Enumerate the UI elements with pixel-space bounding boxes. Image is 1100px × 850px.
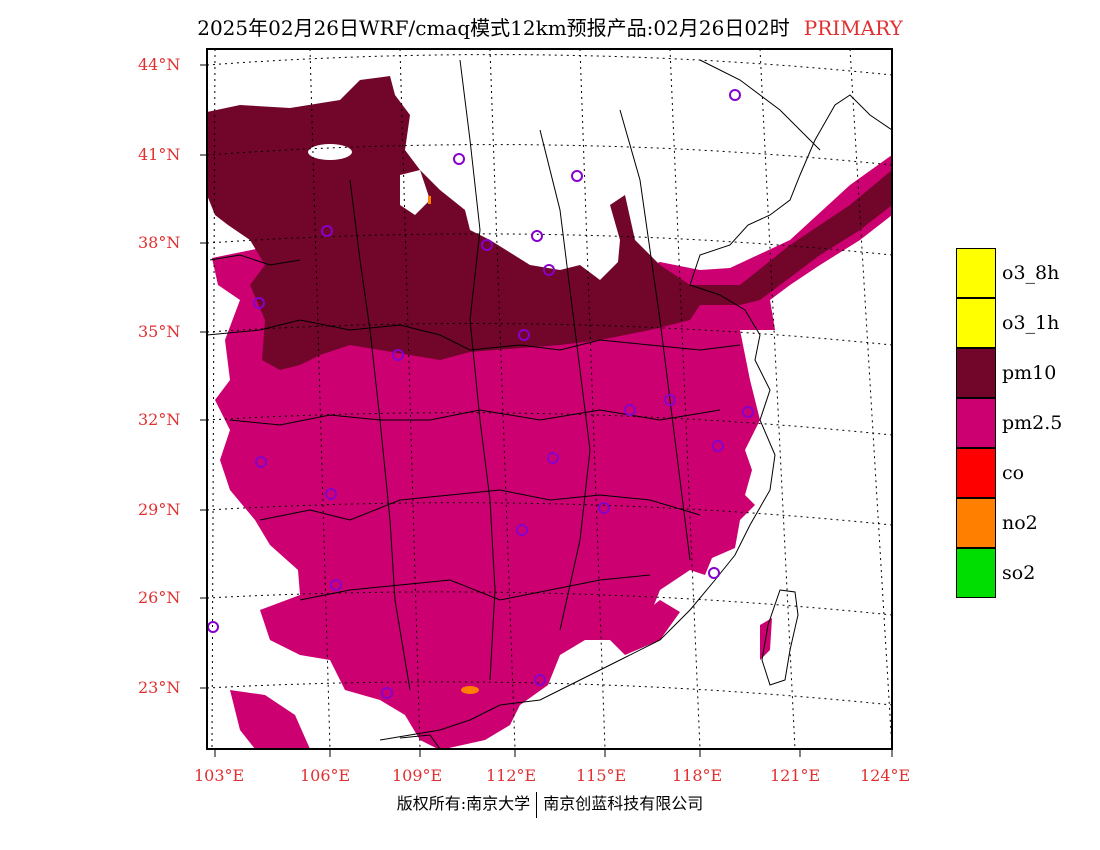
legend-label: no2 [1002,512,1038,534]
legend-swatch [956,448,996,498]
map-title: 2025年02月26日WRF/cmaq模式12km预报产品:02月26日02时 P… [0,12,1100,41]
copyright-footer: 版权所有:南京大学 南京创蓝科技有限公司 [0,790,1100,818]
province-line-1 [207,319,741,351]
province-line-9 [699,59,821,151]
legend-item-no2: no2 [956,498,1038,548]
legend-item-o3-8h: o3_8h [956,248,1059,298]
legend-label: o3_1h [1002,312,1060,334]
pm25-south-patch [230,690,310,749]
tick-marks [200,64,893,757]
legend-item-pm10: pm10 [956,348,1056,398]
legend-label: so2 [1002,562,1036,584]
legend-item-so2: so2 [956,548,1035,598]
lat-label-32: 32°N [138,410,181,429]
lon-label-121: 121°E [770,766,821,785]
hainan-outline [399,734,441,749]
lat-label-23: 23°N [138,678,181,697]
legend-swatch [956,498,996,548]
province-line-4 [299,574,651,601]
legend-swatch [956,298,996,348]
lon-label-109: 109°E [392,766,443,785]
clear-patch-north [308,144,352,160]
station-markers [207,89,754,699]
footer-right: 南京创蓝科技有限公司 [543,794,704,813]
lat-label-35: 35°N [138,322,181,341]
lon-label-112: 112°E [486,766,537,785]
map-frame [206,48,893,750]
lon-label-115: 115°E [576,766,627,785]
province-line-6 [459,59,496,681]
lat-label-38: 38°N [138,233,181,252]
legend-swatch [956,248,996,298]
lat-label-44: 44°N [138,55,181,74]
footer-left: 版权所有:南京大学 [396,794,531,813]
no2-hotspot-north [428,196,431,204]
no2-hotspot-guangzhou [461,686,479,694]
pm10-region [207,76,892,370]
province-line-10 [209,254,301,266]
lat-label-26: 26°N [138,588,181,607]
province-line-8 [619,109,691,561]
legend-label: pm2.5 [1002,412,1063,434]
legend-label: co [1002,462,1025,484]
lon-label-106: 106°E [300,766,351,785]
lon-label-124: 124°E [860,766,911,785]
province-line-7 [539,129,591,631]
legend-label: pm10 [1002,362,1057,384]
coastline [379,94,892,741]
legend-label: o3_8h [1002,262,1060,284]
lat-label-29: 29°N [138,500,181,519]
lat-label-41: 41°N [138,145,181,164]
province-line-3 [259,489,701,521]
legend: o3_8h o3_1h pm10 pm2.5 co no2 so2 [956,248,1062,598]
title-text: 2025年02月26日WRF/cmaq模式12km预报产品:02月26日02时 [197,16,790,40]
taiwan-outline [761,589,799,686]
province-line-5 [349,179,411,691]
legend-swatch [956,348,996,398]
legend-item-o3-1h: o3_1h [956,298,1059,348]
lon-label-118: 118°E [672,766,723,785]
legend-swatch [956,548,996,598]
title-tag: PRIMARY [803,16,903,40]
legend-swatch [956,398,996,448]
legend-item-pm25: pm2.5 [956,398,1062,448]
lon-label-103: 103°E [194,766,245,785]
boundaries [207,59,892,749]
legend-item-co: co [956,448,1024,498]
pm25-southeast-patch [610,600,680,655]
clear-patch-northeast [400,170,430,215]
footer-separator [536,791,538,818]
